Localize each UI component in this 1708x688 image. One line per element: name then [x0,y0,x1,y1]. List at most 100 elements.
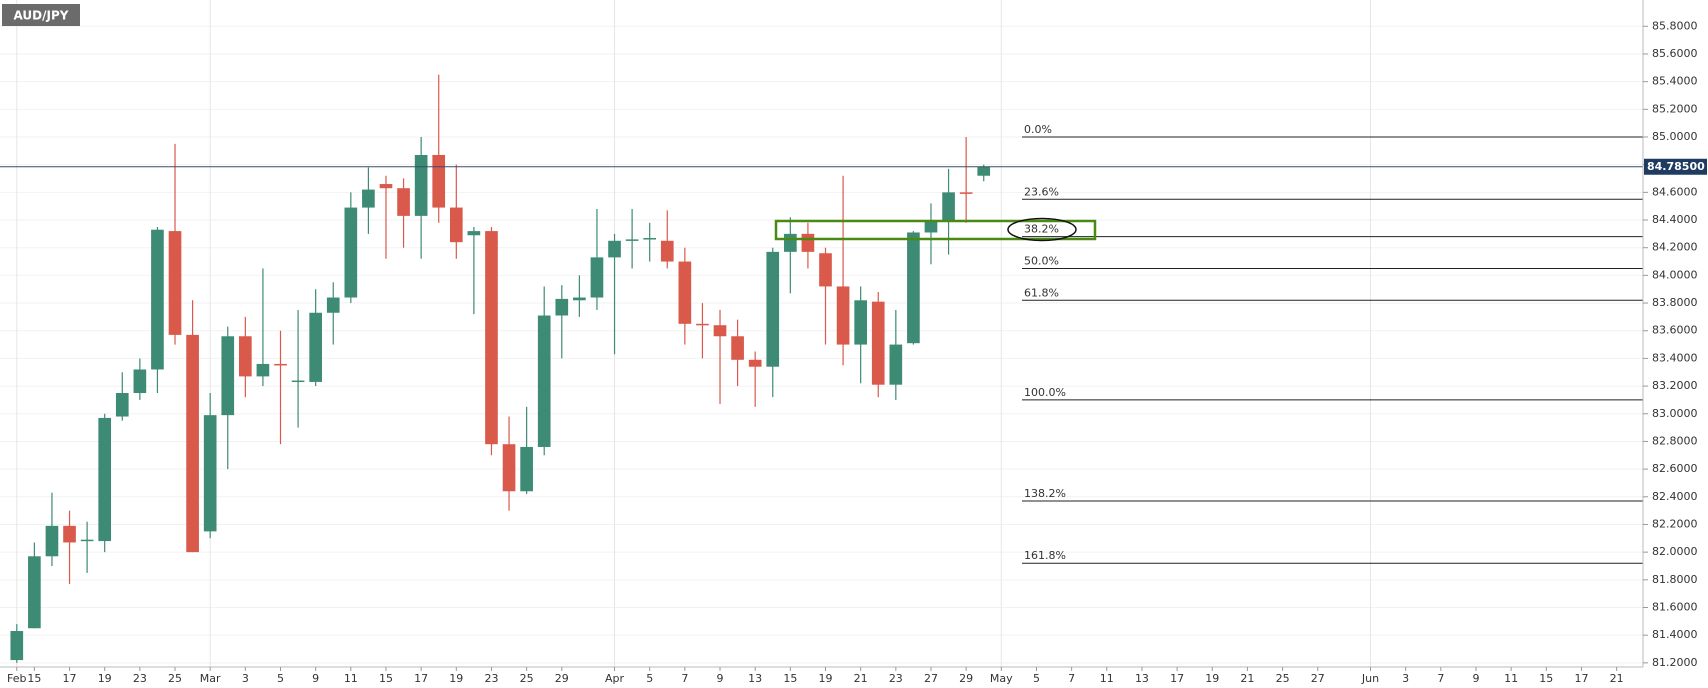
x-tick-label: 17 [63,672,77,685]
y-tick-label: 81.6000 [1652,600,1698,613]
candle-body [590,257,604,298]
candle-body [432,154,446,208]
candle-body [520,446,533,492]
last-price-label: 84.78500 [1647,160,1705,173]
fib-label: 23.6% [1024,185,1059,198]
chart-title: AUD/JPY [14,9,69,23]
x-tick-label: 5 [277,672,284,685]
y-tick-label: 84.6000 [1652,185,1698,198]
candle-body [397,188,410,216]
x-tick-label: Feb [7,672,26,685]
y-tick-label: 82.6000 [1652,462,1698,475]
candle-body [98,417,112,542]
x-tick-label: Apr [605,672,625,685]
candle-body [344,207,358,298]
x-tick-label: 7 [681,672,688,685]
x-tick-label: 5 [646,672,653,685]
fib-label: 38.2% [1024,223,1059,236]
y-tick-label: 83.8000 [1652,296,1698,309]
candle-body [28,556,41,629]
y-tick-label: 81.8000 [1652,573,1698,586]
x-tick-label: 15 [27,672,41,685]
x-tick-label: May [990,672,1013,685]
x-tick-label: 23 [889,672,903,685]
x-tick-label: 21 [854,672,868,685]
y-tick-label: 82.2000 [1652,517,1698,530]
candle-body [942,192,955,221]
candle-body [819,253,832,287]
candle-body [608,240,621,258]
candle-body [573,297,586,301]
candle-body [907,232,920,344]
candle-body [731,336,744,360]
x-tick-label: 29 [555,672,569,685]
x-tick-label: 9 [717,672,724,685]
plot: 0.0% 23.6% 38.2% 50.0% 61.8% 100.0% 138.2% 161.… [0,74,1643,663]
x-tick-label: 23 [484,672,498,685]
x-tick-label: 27 [1311,672,1325,685]
annotation-ellipse [1007,217,1077,242]
y-tick-label: 85.4000 [1652,75,1698,88]
candle-body [362,189,375,208]
y-tick-label: 85.2000 [1652,102,1698,115]
candle-body [678,261,692,324]
title-box [2,4,80,26]
fib-label: 100.0% [1024,386,1066,399]
x-tick-label: 17 [1170,672,1184,685]
x-tick-label: 11 [344,672,358,685]
candle-body [625,239,639,241]
x-tick-label: 17 [414,672,428,685]
x-tick-label: 11 [1504,672,1518,685]
candle-body [854,300,867,345]
x-tick-label: 15 [783,672,797,685]
fib-label: 0.0% [1024,123,1052,136]
candle-body [555,298,569,316]
y-tick-label: 83.0000 [1652,407,1698,420]
candle-body [414,154,428,216]
x-tick-label: 3 [242,672,249,685]
y-tick-label: 82.8000 [1652,434,1698,447]
x-tick-label: 19 [1205,672,1219,685]
x-tick-label: 5 [1033,672,1040,685]
x-tick-label: 17 [1574,672,1588,685]
candle-body [203,415,217,532]
x-tick-label: 7 [1437,672,1444,685]
candle-body [115,393,129,417]
x-tick-label: 25 [520,672,534,685]
candle-body [801,233,815,252]
x-tick-label: 13 [748,672,762,685]
y-tick-label: 81.2000 [1652,656,1698,669]
candle-body [959,192,973,194]
y-tick-label: 84.0000 [1652,268,1698,281]
candle-body [660,240,674,262]
fib-label: 61.8% [1024,286,1059,299]
y-tick-label: 84.2000 [1652,241,1698,254]
candle-body [643,238,657,240]
y-tick-label: 83.4000 [1652,351,1698,364]
candle-body [924,220,938,233]
x-tick-label: 23 [133,672,147,685]
candle-body [256,363,270,377]
x-tick-label: 13 [1135,672,1149,685]
candle-body [151,229,164,370]
candle-body [748,359,762,367]
y-tick-label: 82.4000 [1652,490,1698,503]
candle-body [836,286,850,345]
candle-body [766,251,780,367]
candle-body [449,207,463,243]
x-tick-label: Mar [200,672,221,685]
candle-body [10,631,24,661]
candle-body [45,525,59,557]
fib-label: 138.2% [1024,487,1066,500]
candle-body [467,231,481,236]
candle-body [537,315,551,447]
candle-body [784,233,797,252]
x-tick-label: 21 [1240,672,1254,685]
y-tick-label: 85.0000 [1652,130,1698,143]
candle-body [502,444,516,492]
x-tick-label: 27 [924,672,938,685]
x-tick-label: 19 [819,672,833,685]
fib-label: 50.0% [1024,254,1059,267]
